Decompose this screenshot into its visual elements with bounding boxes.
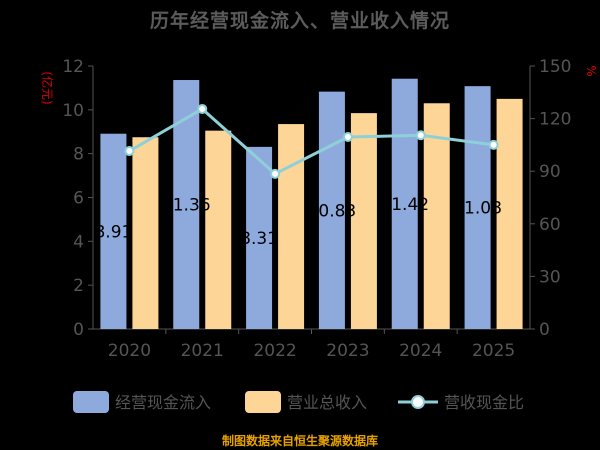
bar-inflow-2022 xyxy=(246,146,273,329)
ratio-point-2023 xyxy=(342,132,353,143)
left-y-tick-label: 6 xyxy=(73,189,84,209)
bar-inflow-label-2024: 11.42 xyxy=(380,195,429,215)
right-y-tick-label: 0 xyxy=(539,320,550,340)
left-y-tick-label: 10 xyxy=(62,101,84,121)
left-y-tick-label: 0 xyxy=(73,320,84,340)
x-tick-label: 2025 xyxy=(472,341,515,361)
bar-revenue-2023 xyxy=(350,113,377,329)
legend-swatch-revenue xyxy=(245,391,281,413)
left-y-tick-label: 2 xyxy=(73,276,84,296)
bar-revenue-2022 xyxy=(278,124,305,330)
left-y-tick-label: 12 xyxy=(62,57,84,77)
bar-inflow-label-2025: 11.08 xyxy=(453,199,502,219)
x-tick-label: 2024 xyxy=(399,341,442,361)
right-y-tick-label: 90 xyxy=(539,162,561,182)
bar-inflow-2024 xyxy=(391,78,418,329)
right-y-tick-label: 120 xyxy=(539,110,571,130)
bar-inflow-2023 xyxy=(318,91,345,329)
ratio-point-2024 xyxy=(415,130,426,141)
ratio-line xyxy=(128,107,494,176)
x-tick-label: 2023 xyxy=(326,341,369,361)
x-tick-label: 2021 xyxy=(181,341,224,361)
bar-inflow-2020 xyxy=(100,133,127,329)
source-footer: 制图数据来自恒生聚源数据库 xyxy=(221,434,378,448)
legend-marker-ratio xyxy=(411,395,425,409)
bar-revenue-2024 xyxy=(423,103,450,329)
bar-inflow-label-2020: 8.91 xyxy=(94,222,132,242)
bar-inflow-label-2021: 11.36 xyxy=(162,196,211,216)
ratio-point-2025 xyxy=(488,139,499,150)
bar-revenue-2021 xyxy=(205,130,232,329)
ratio-point-2022 xyxy=(270,168,281,179)
ratio-point-2020 xyxy=(124,146,135,157)
left-y-tick-label: 4 xyxy=(73,232,84,252)
right-y-tick-label: 150 xyxy=(539,57,571,77)
right-y-tick-label: 60 xyxy=(539,215,561,235)
legend-label-revenue: 营业总收入 xyxy=(287,393,367,412)
chart-title: 历年经营现金流入、营业收入情况 xyxy=(149,10,450,32)
x-tick-label: 2020 xyxy=(108,341,151,361)
bar-revenue-2025 xyxy=(496,98,523,329)
bar-inflow-2025 xyxy=(464,86,491,329)
left-y-tick-label: 8 xyxy=(73,145,84,165)
x-tick-label: 2022 xyxy=(253,341,296,361)
bar-inflow-label-2022: 8.31 xyxy=(240,229,278,249)
bar-revenue-2020 xyxy=(132,137,159,329)
legend-label-inflow: 经营现金流入 xyxy=(115,393,211,412)
left-axis-unit: (亿元) xyxy=(40,71,55,104)
legend-swatch-inflow xyxy=(73,391,109,413)
right-axis-unit: % xyxy=(584,65,598,76)
ratio-point-2021 xyxy=(197,103,208,114)
bar-inflow-label-2023: 10.83 xyxy=(308,201,357,221)
right-y-tick-label: 30 xyxy=(539,267,561,287)
legend-label-ratio: 营收现金比 xyxy=(444,393,524,412)
